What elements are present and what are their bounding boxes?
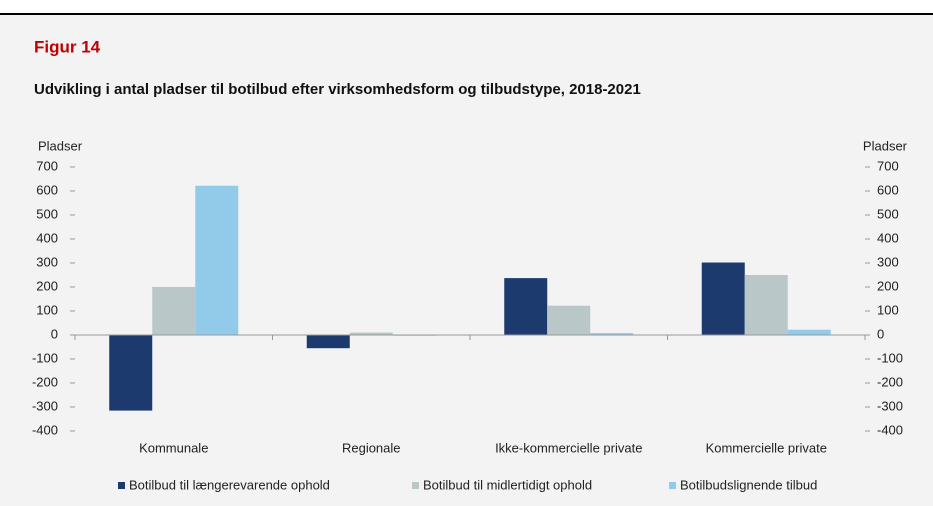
bar	[195, 185, 239, 335]
legend-swatch	[118, 482, 125, 489]
chart-title: Udvikling i antal pladser til botilbud e…	[34, 81, 641, 98]
y2-tick-label: -400	[877, 422, 903, 437]
y2-tick-label: 300	[877, 254, 899, 269]
y2-tick-label: 200	[877, 278, 899, 293]
bar	[787, 329, 831, 335]
y-tick-label: -100	[32, 350, 58, 365]
legend-label: Botilbud til midlertidigt ophold	[423, 477, 592, 492]
y2-tick-label: -100	[877, 350, 903, 365]
y-axis-title: Pladser	[38, 138, 83, 153]
y2-tick-label: 600	[877, 182, 899, 197]
bar	[504, 278, 548, 335]
bar	[349, 332, 393, 335]
bar	[547, 305, 591, 335]
y-tick-label: 100	[36, 302, 58, 317]
y2-axis-title: Pladser	[863, 138, 908, 153]
bar	[306, 335, 350, 349]
x-tick-label: Kommunale	[139, 440, 208, 455]
bar	[590, 333, 634, 335]
y-tick-label: -300	[32, 398, 58, 413]
bar	[152, 287, 196, 335]
figure-label: Figur 14	[34, 37, 101, 56]
bar	[109, 335, 153, 411]
y-tick-label: 500	[36, 206, 58, 221]
y2-tick-label: -300	[877, 398, 903, 413]
y-tick-label: 300	[36, 254, 58, 269]
x-tick-label: Ikke-kommercielle private	[495, 440, 642, 455]
y-tick-label: 0	[51, 326, 58, 341]
y2-tick-label: 0	[877, 326, 884, 341]
y-tick-label: -400	[32, 422, 58, 437]
bar	[701, 262, 745, 335]
y-tick-label: 700	[36, 158, 58, 173]
y2-tick-label: 100	[877, 302, 899, 317]
y-tick-label: 600	[36, 182, 58, 197]
legend-swatch	[412, 482, 419, 489]
legend-label: Botilbudslignende tilbud	[680, 477, 817, 492]
y2-tick-label: 400	[877, 230, 899, 245]
background	[0, 15, 933, 506]
y2-tick-label: -200	[877, 374, 903, 389]
x-tick-label: Kommercielle private	[706, 440, 827, 455]
y2-tick-label: 500	[877, 206, 899, 221]
legend-label: Botilbud til længerevarende ophold	[129, 477, 330, 492]
y-tick-label: 200	[36, 278, 58, 293]
bar	[744, 275, 788, 335]
y-tick-label: 400	[36, 230, 58, 245]
y-tick-label: -200	[32, 374, 58, 389]
x-tick-label: Regionale	[342, 440, 401, 455]
legend-swatch	[669, 482, 676, 489]
y2-tick-label: 700	[877, 158, 899, 173]
